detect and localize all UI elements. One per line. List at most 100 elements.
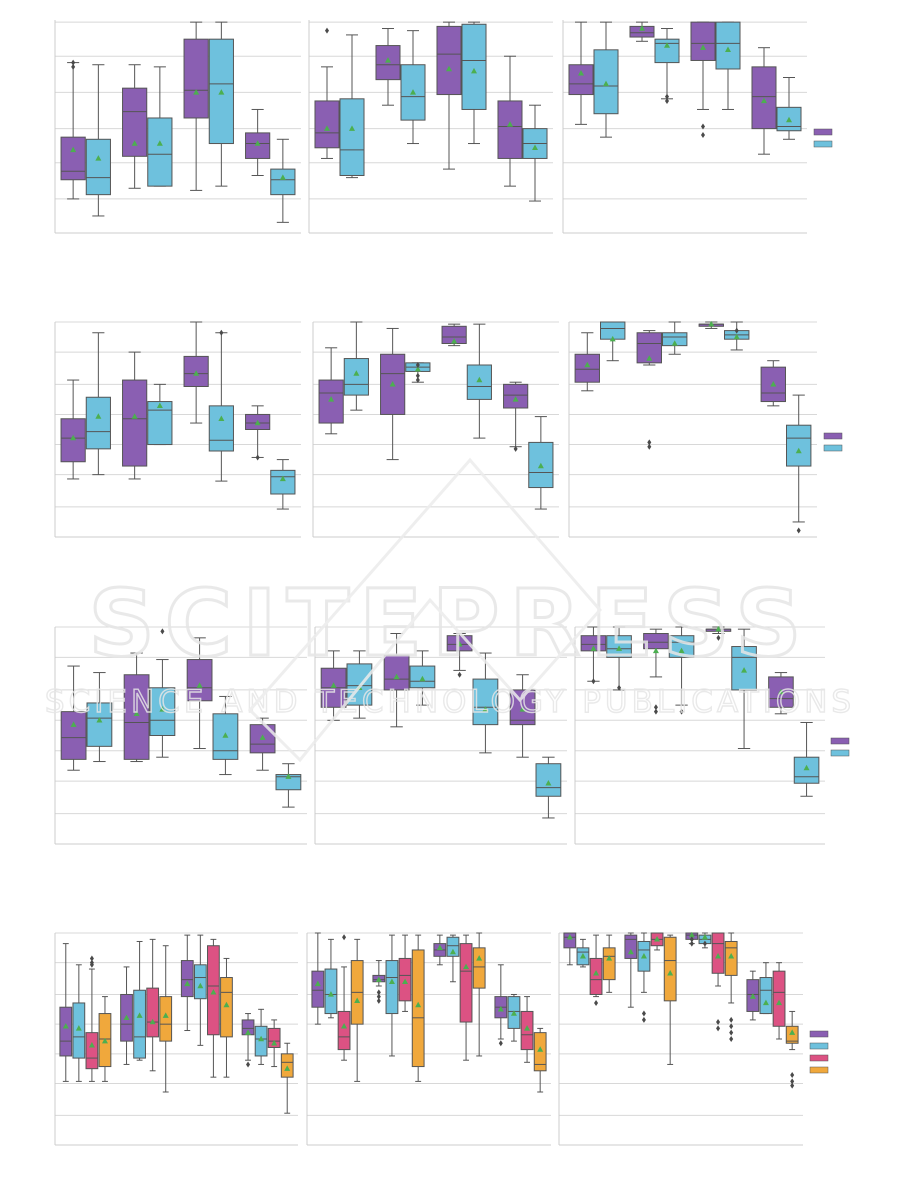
outlier-point <box>594 999 599 1006</box>
box-pink-3 <box>772 962 786 1040</box>
box-purple-3 <box>494 964 508 1047</box>
mean-marker <box>590 645 597 651</box>
mean-marker <box>770 381 777 387</box>
box-blue-1 <box>149 628 176 758</box>
box-blue-1 <box>668 626 695 715</box>
box-blue-0 <box>85 332 111 476</box>
box-blue-0 <box>343 321 369 411</box>
mean-marker <box>476 955 483 961</box>
box-purple-0 <box>563 932 577 966</box>
outlier-point <box>734 327 739 334</box>
mean-marker <box>271 1039 278 1046</box>
mean-marker <box>193 89 200 95</box>
box-blue-3 <box>522 104 548 202</box>
box-iqr <box>193 964 207 1000</box>
outlier-point <box>376 997 381 1004</box>
mean-marker <box>640 953 647 959</box>
outlier-point <box>665 93 670 100</box>
box-purple-1 <box>380 327 406 461</box>
box-purple-3 <box>497 55 523 187</box>
box-orange-0 <box>350 938 364 1082</box>
box-iqr <box>311 970 325 1008</box>
box-iqr <box>59 1006 73 1057</box>
box-purple-1 <box>123 652 150 763</box>
mean-marker <box>708 320 715 327</box>
box-purple-1 <box>636 330 662 450</box>
mean-marker <box>606 955 613 961</box>
box-iqr <box>343 358 369 396</box>
outlier-point <box>647 443 652 450</box>
box-blue-0 <box>593 21 619 138</box>
chart-panel-r3c3 <box>574 625 825 845</box>
box-purple-1 <box>629 21 655 42</box>
box-blue-1 <box>409 650 436 706</box>
box-orange-2 <box>472 932 486 1057</box>
mean-marker <box>545 779 552 786</box>
outlier-point <box>641 1010 646 1017</box>
box-iqr <box>668 635 695 658</box>
mean-marker <box>259 734 266 740</box>
outlier-point <box>729 1029 734 1036</box>
box-blue-1 <box>654 28 680 104</box>
mean-marker <box>519 706 526 712</box>
mean-marker <box>197 982 204 989</box>
box-iqr <box>147 117 173 187</box>
box-blue-1 <box>405 362 431 384</box>
box-orange-3 <box>280 1042 294 1114</box>
mean-marker <box>532 144 539 150</box>
box-iqr <box>663 936 677 1002</box>
box-iqr <box>133 989 146 1059</box>
mean-marker <box>258 1035 265 1042</box>
mean-marker <box>245 1029 252 1035</box>
mean-marker <box>62 1022 69 1029</box>
mean-marker <box>638 25 645 31</box>
mean-marker <box>162 1012 169 1018</box>
mean-marker <box>733 333 740 340</box>
box-blue-2 <box>461 21 487 145</box>
mean-marker <box>776 999 783 1006</box>
mean-marker <box>210 989 217 995</box>
mean-marker <box>593 969 600 976</box>
outlier-point <box>729 1016 734 1023</box>
box-iqr <box>314 100 340 149</box>
mean-marker <box>476 376 483 383</box>
mean-marker <box>445 65 452 72</box>
box-purple-2 <box>436 21 462 170</box>
mean-marker <box>95 413 102 419</box>
box-orange-1 <box>159 945 173 1093</box>
box-iqr <box>183 38 209 119</box>
mean-marker <box>524 1025 531 1031</box>
box-blue-2 <box>466 323 492 439</box>
mean-marker <box>725 46 732 53</box>
box-purple-2 <box>446 633 473 678</box>
mean-marker <box>218 415 225 421</box>
mean-marker <box>537 1046 544 1052</box>
box-pink-2 <box>711 932 725 1032</box>
box-purple-0 <box>568 21 594 125</box>
mean-marker <box>284 1065 291 1071</box>
mean-marker <box>688 931 695 938</box>
mean-marker <box>393 673 400 680</box>
box-blue-1 <box>147 383 173 446</box>
box-iqr <box>385 960 399 1015</box>
mean-marker <box>537 462 544 469</box>
mean-marker <box>577 69 584 76</box>
box-iqr <box>147 401 173 446</box>
mean-marker <box>402 978 409 984</box>
outlier-point <box>415 362 420 368</box>
box-blue-2 <box>731 628 757 750</box>
mean-marker <box>664 42 671 48</box>
outlier-point <box>653 704 658 711</box>
mean-marker <box>254 140 261 146</box>
box-purple-3 <box>760 360 786 407</box>
outlier-point <box>591 678 596 685</box>
mean-marker <box>449 948 456 955</box>
box-blue-2 <box>212 695 239 776</box>
box-purple-1 <box>120 966 133 1065</box>
outlier-point <box>702 940 707 947</box>
box-blue-2 <box>472 652 499 754</box>
mean-marker <box>254 419 261 426</box>
box-purple-3 <box>245 405 271 461</box>
box-blue-3 <box>270 459 296 510</box>
mean-marker <box>786 116 793 123</box>
